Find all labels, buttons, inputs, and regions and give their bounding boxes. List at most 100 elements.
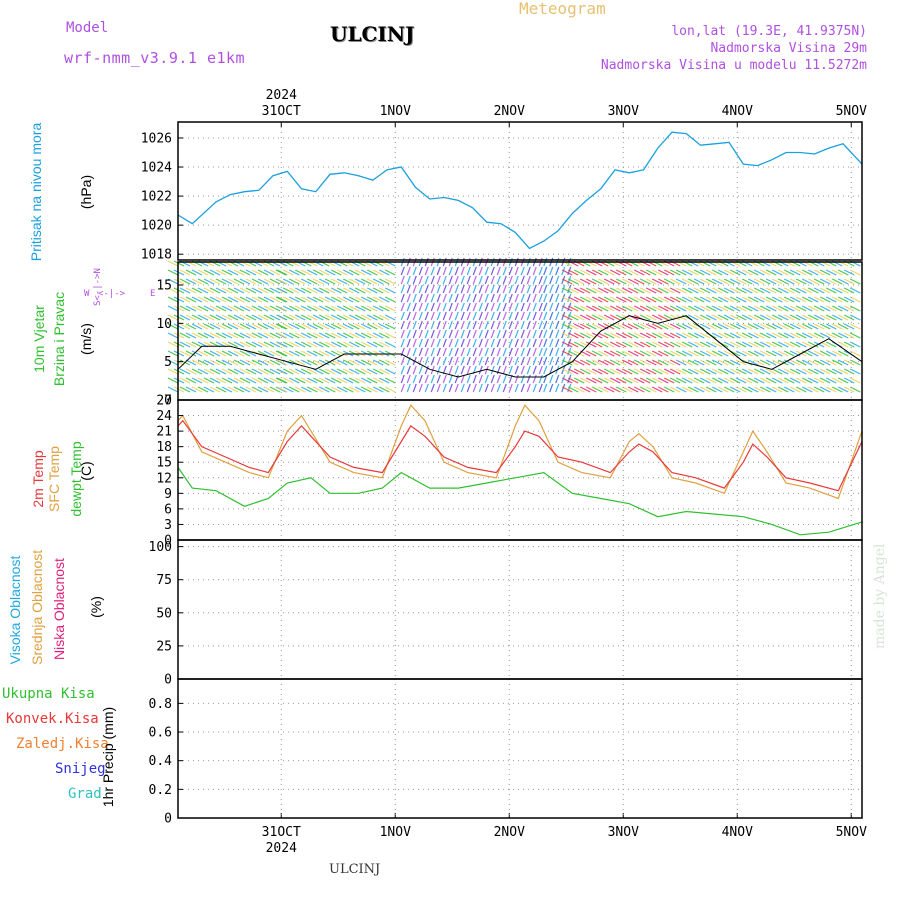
wind-barb	[765, 296, 777, 303]
wind-barb	[837, 278, 849, 285]
wind-barb	[579, 368, 591, 375]
wind-barb	[191, 332, 203, 339]
wind-barb	[520, 365, 525, 375]
wind-barb	[693, 269, 705, 276]
wind-barb	[173, 287, 185, 294]
wind-barb	[257, 269, 269, 276]
wind-barb	[430, 356, 435, 366]
wind-barb	[639, 386, 651, 393]
wind-barb	[663, 278, 675, 285]
wind-barb	[185, 341, 197, 348]
wind-barb	[741, 278, 753, 285]
wind-barb	[849, 269, 861, 276]
wind-barb	[669, 305, 681, 312]
wind-barb	[849, 359, 861, 366]
wind-barb	[561, 296, 573, 303]
wind-barb	[269, 278, 281, 285]
wind-barb	[603, 368, 615, 375]
wind-barb	[681, 269, 693, 276]
wind-barb	[490, 320, 495, 330]
wind-barb	[294, 350, 306, 357]
wind-barb	[306, 323, 318, 330]
pressure-frame	[177, 121, 863, 261]
wind-key-east: E	[150, 289, 156, 299]
wind-barb	[843, 314, 855, 321]
wind-barb	[245, 323, 257, 330]
wind-barb	[615, 305, 627, 312]
wind-barb	[579, 269, 591, 276]
wind-barb	[245, 350, 257, 357]
wind-barb	[306, 305, 318, 312]
wind-barb	[651, 341, 663, 348]
wind-barb	[167, 296, 179, 303]
wind-barb	[741, 368, 753, 375]
wind-barb	[825, 269, 837, 276]
wind-barb	[209, 368, 221, 375]
wind-barb	[478, 311, 483, 321]
wind-barb	[543, 320, 548, 330]
wind-barb	[591, 377, 603, 384]
wind-barb	[621, 341, 633, 348]
wind-barb	[269, 332, 281, 339]
wind-barb	[251, 341, 263, 348]
wind-barb	[312, 341, 324, 348]
model-elevation-label: Nadmorska Visina u modelu 11.5272m	[600, 58, 867, 73]
wind-barb	[490, 365, 495, 375]
wind-barb	[573, 332, 585, 339]
wind-barb	[384, 332, 396, 339]
wind-barb	[442, 338, 447, 348]
wind-barb	[669, 377, 681, 384]
wind-barb	[771, 278, 783, 285]
wind-barb	[597, 377, 609, 384]
wind-barb	[348, 296, 360, 303]
wind-barb	[360, 359, 372, 366]
wind-barb	[567, 278, 579, 285]
wind-barb	[663, 386, 675, 393]
bottom-date-label: 4NOV	[722, 825, 753, 840]
wind-barb	[520, 320, 525, 330]
wind-barb	[484, 266, 489, 276]
wind-barb	[825, 305, 837, 312]
wind-barb	[699, 278, 711, 285]
pressure-ytick-label: 1024	[141, 161, 172, 176]
wind-barb	[789, 296, 801, 303]
wind-barb	[609, 305, 621, 312]
wind-barb	[197, 323, 209, 330]
wind-barb	[430, 293, 435, 303]
wind-barb	[502, 266, 507, 276]
wind-barb	[348, 287, 360, 294]
wind-barb	[209, 287, 221, 294]
wind-barb	[663, 359, 675, 366]
wind-barb	[555, 266, 560, 276]
wind-barb	[508, 311, 513, 321]
wind-barb	[227, 323, 239, 330]
precip-frame	[177, 678, 863, 819]
wind-barb	[813, 368, 825, 375]
wind-barb	[418, 266, 423, 276]
wind-barb	[312, 323, 324, 330]
wind-barb	[813, 323, 825, 330]
wind-barb	[532, 266, 537, 276]
wind-barb	[251, 305, 263, 312]
wind-barb	[807, 377, 819, 384]
wind-barb	[813, 278, 825, 285]
wind-barb	[448, 293, 453, 303]
wind-barb	[633, 377, 645, 384]
temp-frame	[177, 399, 863, 541]
wind-barb	[288, 341, 300, 348]
wind-barb	[197, 368, 209, 375]
wind-barb	[424, 356, 429, 366]
wind-barb	[430, 347, 435, 357]
wind-barb	[555, 356, 560, 366]
wind-barb	[651, 368, 663, 375]
wind-barb	[561, 350, 573, 357]
wind-barb	[191, 314, 203, 321]
wind-barb	[837, 332, 849, 339]
wind-barb	[585, 269, 597, 276]
wind-barb	[203, 359, 215, 366]
wind-barb	[400, 365, 405, 375]
wind-barb	[460, 275, 465, 285]
wind-barb	[185, 386, 197, 393]
wind-barb	[801, 323, 813, 330]
wind-barb	[342, 278, 354, 285]
